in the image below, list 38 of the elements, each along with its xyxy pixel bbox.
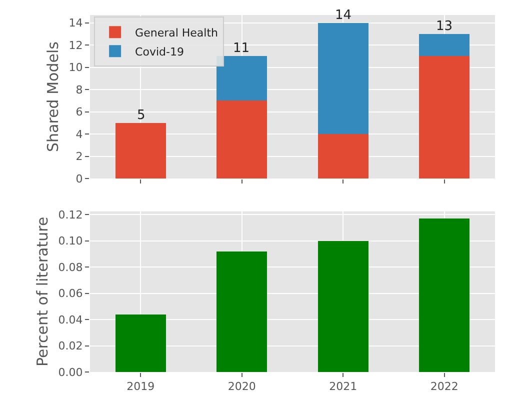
y-tick-label: 0.10 — [58, 234, 83, 248]
total-label: 11 — [233, 41, 250, 56]
bar — [419, 34, 470, 56]
bar — [216, 251, 268, 372]
bar — [115, 314, 166, 372]
bar — [419, 56, 470, 179]
y-tick-label: 2 — [76, 150, 83, 164]
bar — [419, 218, 470, 372]
legend-label: Covid-19 — [135, 45, 184, 58]
y-tick-label: 0.02 — [58, 340, 83, 353]
bar — [216, 56, 268, 101]
bar — [318, 134, 368, 179]
bar — [115, 122, 166, 179]
y-axis-title: Shared Models — [44, 41, 62, 152]
y-tick-label: 12 — [68, 38, 83, 52]
y-tick-label: 0.04 — [58, 313, 83, 326]
total-label: 13 — [436, 19, 453, 34]
y-axis-title: Percent of literature — [34, 216, 52, 367]
bar — [318, 240, 368, 372]
x-tick-label: 2020 — [228, 380, 256, 394]
y-tick-label: 0 — [76, 172, 83, 186]
y-tick-label: 0.08 — [58, 260, 83, 274]
y-tick-label: 0.12 — [58, 208, 83, 222]
legend-label: General Health — [135, 26, 218, 40]
total-label: 5 — [137, 108, 146, 123]
x-tick-label: 2021 — [329, 380, 358, 394]
y-tick-label: 0.06 — [58, 287, 83, 300]
y-tick-label: 14 — [68, 16, 83, 30]
total-label: 14 — [335, 8, 352, 23]
y-tick-label: 6 — [76, 106, 83, 119]
y-tick-label: 4 — [76, 128, 83, 141]
y-tick-label: 0.00 — [58, 366, 83, 379]
y-tick-label: 10 — [68, 61, 83, 74]
x-tick-label: 2019 — [126, 380, 155, 394]
x-tick-label: 2022 — [430, 380, 458, 394]
bar — [318, 22, 368, 134]
y-tick-label: 8 — [76, 83, 83, 96]
bar — [216, 100, 268, 179]
